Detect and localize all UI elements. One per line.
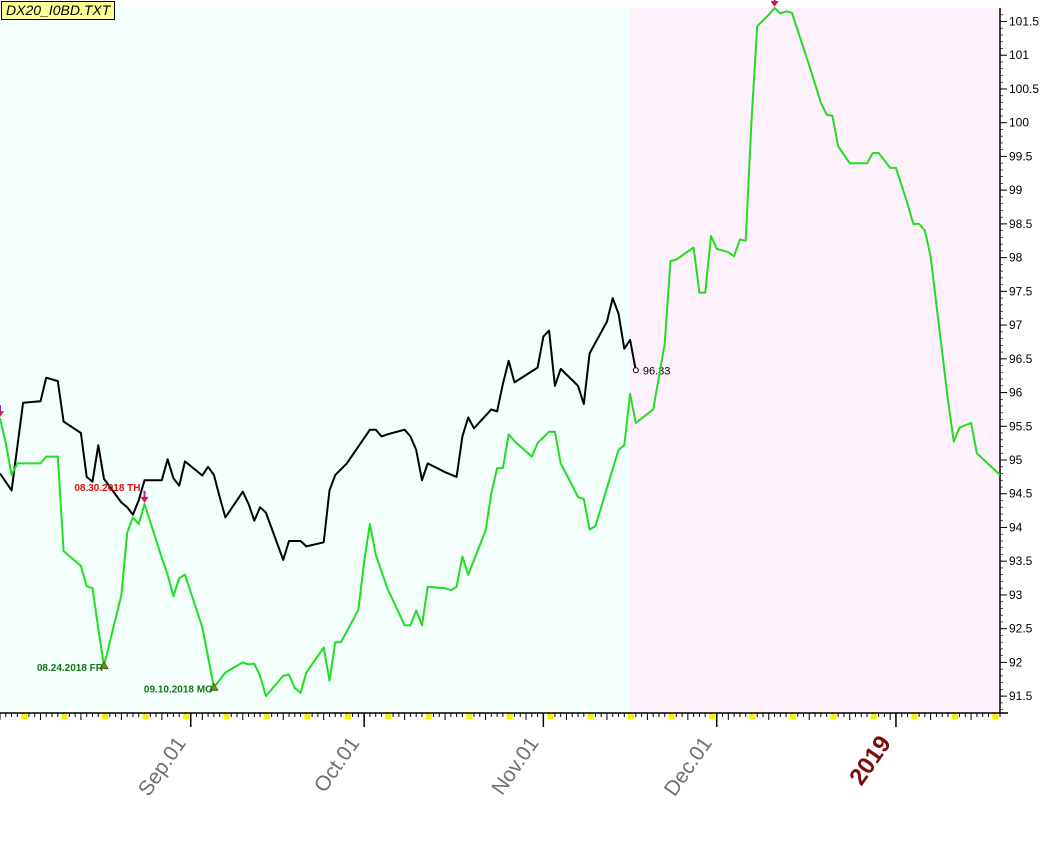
y-axis: 91.5 92 92.5 93 93.5 94 94.5 95 95.5 96 96.5 97 97.5… — [999, 8, 1039, 713]
y-tick-label: 101 — [1009, 48, 1029, 62]
file-label: DX20_I0BD.TXT — [1, 1, 116, 20]
annotation-arrow-head — [770, 1, 779, 7]
y-tick-label: 100.5 — [1009, 82, 1039, 96]
series-lines: 96.33 — [0, 7, 1001, 698]
series-line-1 — [0, 297, 637, 561]
x-week-marker — [263, 714, 270, 719]
annotation-label: 08.24.2018 FR — [37, 663, 104, 674]
x-week-marker — [102, 714, 109, 719]
y-tick-label: 94 — [1009, 520, 1023, 534]
x-week-marker — [789, 714, 796, 719]
x-tick-label: Sep.01 — [134, 733, 191, 801]
y-tick-label: 93 — [1009, 588, 1023, 602]
x-axis: Sep.01 Oct.01 Nov.01 Dec.01 2019 — [0, 712, 1008, 801]
x-week-marker — [668, 714, 675, 719]
x-week-marker — [749, 714, 756, 719]
annotation-arrow-head — [0, 411, 4, 418]
y-tick-label: 96 — [1009, 386, 1023, 400]
annotation-label: 08.30.2018 TH — [74, 483, 140, 494]
x-week-marker — [61, 714, 68, 719]
x-tick-label: Nov.01 — [487, 733, 543, 799]
x-week-marker — [628, 714, 635, 719]
y-tick-label: 97.5 — [1009, 284, 1033, 298]
y-tick-label: 101.5 — [1009, 14, 1039, 28]
x-week-marker — [425, 714, 432, 719]
y-tick-label: 91.5 — [1009, 689, 1033, 703]
y-tick-label: 98 — [1009, 251, 1023, 265]
x-week-marker — [21, 714, 28, 719]
y-tick-label: 98.5 — [1009, 217, 1033, 231]
x-week-marker — [466, 714, 473, 719]
annotation-arrow-head — [140, 496, 149, 503]
x-tick-label: 2019 — [844, 731, 897, 790]
y-tick-label: 97 — [1009, 318, 1023, 332]
x-week-marker — [385, 714, 392, 719]
annotation-triangle — [209, 682, 219, 691]
y-tick-label: 99 — [1009, 183, 1023, 197]
last-value-label: 96.33 — [643, 365, 671, 377]
y-tick-label: 93.5 — [1009, 554, 1033, 568]
y-tick-label: 100 — [1009, 116, 1029, 130]
y-tick-label: 95 — [1009, 453, 1023, 467]
x-week-marker — [911, 714, 918, 719]
x-week-marker — [547, 714, 554, 719]
annotation-label: 09.10.2018 MO — [144, 684, 213, 695]
y-tick-label: 94.5 — [1009, 487, 1033, 501]
background-zones — [0, 8, 1000, 713]
y-tick-label: 95.5 — [1009, 419, 1033, 433]
x-week-marker — [587, 714, 594, 719]
x-week-marker — [708, 714, 715, 719]
x-week-marker — [992, 714, 999, 719]
x-week-marker — [223, 714, 230, 719]
annotation-triangle — [99, 660, 109, 670]
x-tick-label: Oct.01 — [310, 733, 364, 797]
x-week-marker — [506, 714, 513, 719]
background-zone — [0, 8, 631, 713]
last-value-marker — [632, 367, 639, 374]
x-week-marker — [304, 714, 311, 719]
y-tick-label: 92.5 — [1009, 622, 1033, 636]
y-tick-label: 99.5 — [1009, 149, 1033, 163]
x-week-marker — [951, 714, 958, 719]
x-week-marker — [830, 714, 837, 719]
y-tick-label: 92 — [1009, 655, 1023, 669]
x-week-marker — [142, 714, 149, 719]
x-tick-label: Dec.01 — [660, 733, 717, 801]
x-week-marker — [344, 714, 351, 719]
series-line-2 — [0, 7, 1001, 698]
y-tick-label: 96.5 — [1009, 352, 1033, 366]
x-week-marker — [870, 714, 877, 719]
background-zone — [630, 8, 1000, 713]
x-week-marker — [182, 714, 189, 719]
